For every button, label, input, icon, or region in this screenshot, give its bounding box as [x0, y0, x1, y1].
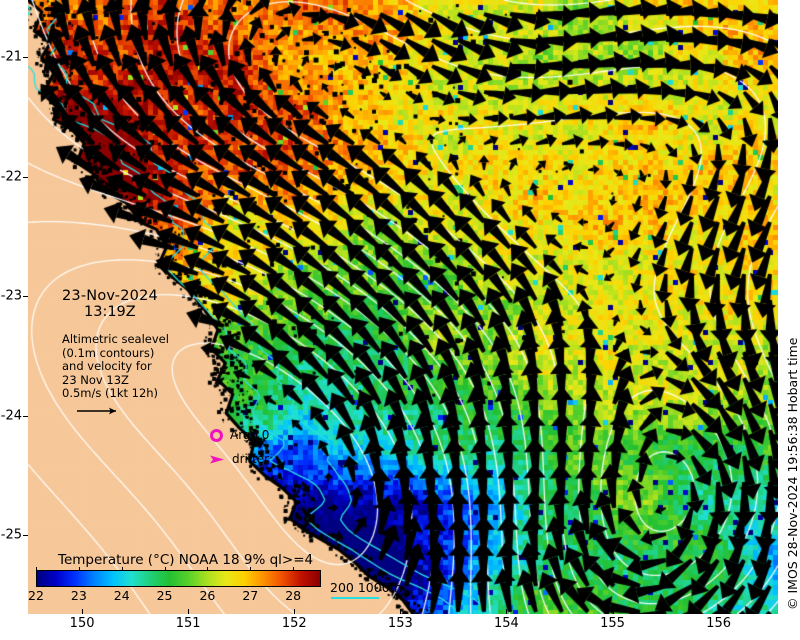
- x-axis-tick: [612, 609, 614, 614]
- drifter-arrow-icon: [210, 455, 224, 463]
- y-axis-tick-label: -23: [0, 288, 22, 304]
- colorbar-tick-label: 24: [113, 588, 130, 603]
- argo-circle-icon: [210, 428, 223, 442]
- overlay-layer: [28, 0, 778, 614]
- annotation-date: 23-Nov-2024: [62, 288, 158, 304]
- colorbar-tick: [207, 567, 209, 571]
- y-axis-tick-label: -24: [0, 408, 22, 424]
- x-axis-tick: [506, 609, 508, 614]
- bathymetry-legend-label: 200 1000m: [330, 580, 402, 595]
- x-axis-tick: [718, 609, 720, 614]
- y-axis-tick: [23, 535, 28, 537]
- x-axis-tick: [400, 609, 402, 614]
- description-line-0: Altimetric sealevel: [62, 332, 169, 346]
- colorbar-tick-label: 23: [70, 588, 87, 603]
- legend-drifter-label: drifter: [232, 452, 269, 466]
- description-annotation: Altimetric sealevel (0.1m contours) and …: [62, 332, 169, 401]
- y-axis-tick: [23, 57, 28, 59]
- colorbar-tick-label: 22: [28, 588, 44, 603]
- annotation-time: 13:19Z: [84, 304, 136, 320]
- x-axis-tick-label: 152: [281, 616, 307, 631]
- bathymetry-legend-line: [331, 597, 379, 599]
- y-axis-tick: [23, 176, 28, 178]
- colorbar-tick: [121, 567, 123, 571]
- legend-argo: Argo 0: [210, 428, 269, 442]
- description-line-1: (0.1m contours): [62, 345, 155, 360]
- y-axis-tick: [23, 415, 28, 417]
- colorbar-tick: [293, 567, 295, 571]
- x-axis-tick-label: 156: [706, 616, 732, 631]
- legend-argo-label: Argo 0: [230, 428, 270, 442]
- colorbar-tick: [36, 567, 37, 571]
- credit-text: © IMOS 28-Nov-2024 19:56:38 Hobart time: [785, 337, 800, 610]
- colorbar-tick-label: 27: [242, 588, 259, 603]
- x-axis-tick-label: 154: [494, 616, 519, 631]
- y-axis-tick: [23, 296, 28, 298]
- description-line-2: and velocity for: [62, 359, 152, 374]
- map-plot-area[interactable]: [28, 0, 778, 614]
- colorbar-tick: [250, 567, 252, 571]
- colorbar-tick: [78, 567, 80, 571]
- x-axis-tick-label: 155: [600, 616, 625, 631]
- date-annotation: 23-Nov-2024 13:19Z: [62, 288, 158, 320]
- description-line-3: 23 Nov 13Z: [62, 372, 129, 387]
- legend-drifter: drifter: [210, 452, 269, 466]
- x-axis-tick-label: 150: [69, 616, 95, 631]
- y-axis-tick-label: -21: [0, 49, 22, 65]
- x-axis-tick: [294, 609, 296, 614]
- x-axis-tick: [188, 609, 190, 614]
- colorbar-tick-label: 28: [285, 588, 302, 603]
- colorbar-gradient: [36, 570, 321, 587]
- x-axis-tick: [82, 609, 84, 614]
- colorbar-tick-label: 26: [199, 588, 216, 603]
- colorbar-tick-label: 25: [156, 588, 173, 603]
- colorbar-tick: [164, 567, 166, 571]
- x-axis-tick-label: 151: [175, 616, 201, 631]
- x-axis-tick-label: 153: [387, 616, 413, 631]
- y-axis-tick-label: -22: [0, 169, 22, 185]
- velocity-scale-arrow-icon: [77, 407, 116, 415]
- y-axis-tick-label: -25: [0, 527, 22, 543]
- description-line-4: 0.5m/s (1kt 12h): [62, 386, 159, 401]
- colorbar-title: Temperature (°C) NOAA 18 9% ql>=4: [58, 552, 314, 568]
